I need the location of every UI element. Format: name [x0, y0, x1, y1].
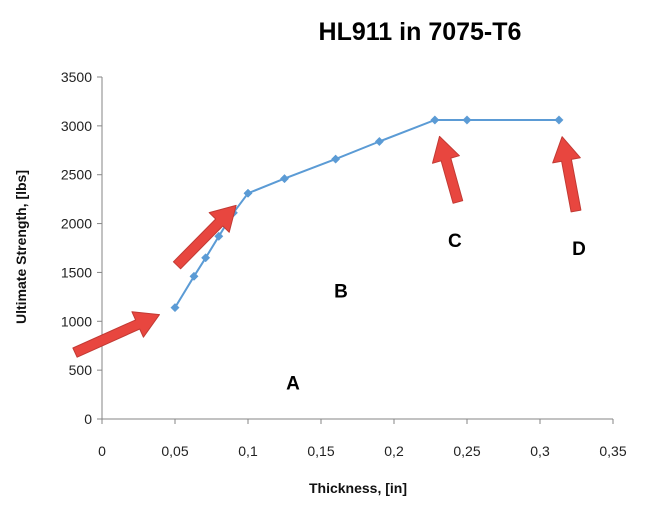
annotation-label-d: D	[572, 239, 586, 260]
data-point	[214, 231, 224, 241]
annotation-arrow-d	[552, 136, 582, 213]
x-tick-label: 0,2	[384, 443, 404, 459]
data-point	[374, 136, 384, 147]
y-tick-label: 2000	[61, 216, 92, 232]
annotations-layer: A B C D	[72, 135, 586, 395]
y-tick-label: 1500	[61, 264, 92, 280]
data-point	[189, 271, 199, 281]
chart-title: HL911 in 7075-T6	[319, 18, 522, 46]
y-tick-label: 1000	[61, 313, 92, 329]
y-tick-label: 500	[69, 362, 93, 378]
y-tick-label: 0	[84, 411, 92, 427]
y-tick-label: 3000	[61, 118, 92, 134]
axes	[97, 76, 614, 424]
annotation-label-a: A	[286, 374, 300, 395]
y-tick-label: 2500	[61, 167, 92, 183]
x-tick-label: 0	[98, 443, 106, 459]
x-tick-label: 0,3	[530, 443, 550, 459]
data-point	[430, 115, 440, 125]
annotation-arrow-c	[432, 135, 464, 204]
y-axis-label: Ultimate Strength, [lbs]	[13, 170, 29, 324]
annotation-arrow-a	[72, 311, 160, 358]
x-tick-label: 0,1	[238, 443, 258, 459]
x-tick-label: 0,35	[599, 443, 626, 459]
data-point	[279, 174, 290, 184]
annotation-label-b: B	[334, 281, 348, 302]
x-tick-label: 0,15	[307, 443, 334, 459]
series-line	[174, 119, 559, 309]
data-point	[243, 188, 253, 198]
x-tick-label: 0,05	[161, 443, 188, 459]
y-tick-label: 3500	[61, 69, 92, 85]
data-point	[462, 115, 472, 125]
annotation-arrow-b	[172, 204, 237, 270]
data-point	[170, 303, 180, 313]
tick-labels: 0 500 1000 1500 2000 2500 3000 3500 0 0,05 0,1 0,15…	[61, 69, 627, 459]
data-point	[554, 115, 564, 125]
x-tick-label: 0,25	[453, 443, 480, 459]
data-point	[201, 253, 211, 263]
x-axis-label: Thickness, [in]	[309, 480, 407, 496]
annotation-label-c: C	[448, 231, 462, 252]
data-point	[331, 154, 341, 164]
